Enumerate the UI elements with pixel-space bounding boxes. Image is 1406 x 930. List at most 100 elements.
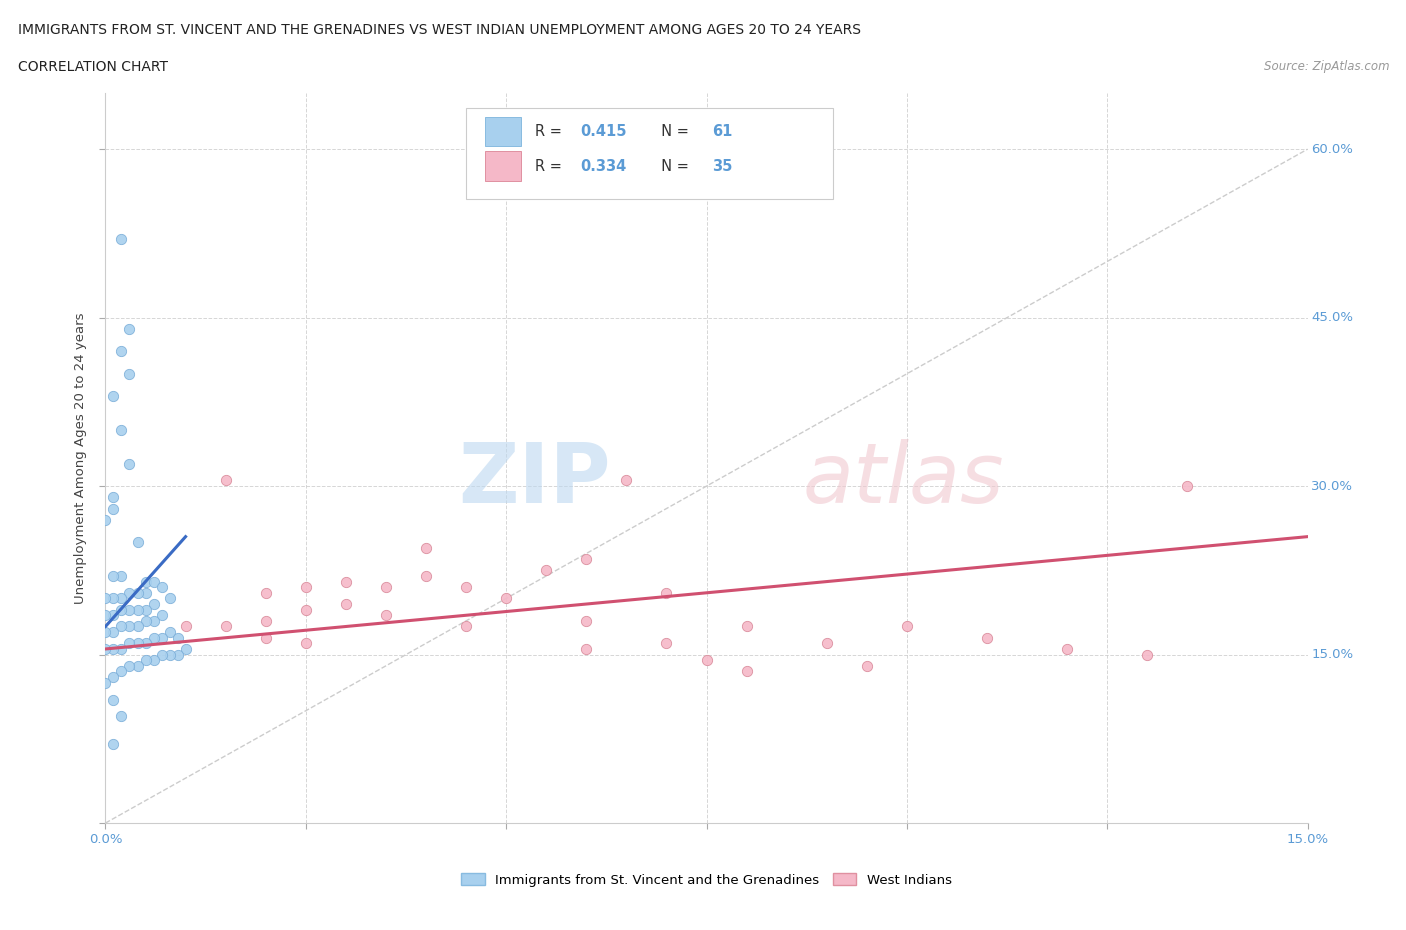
Point (94, 591, 117, 605)
Point (118, 585, 141, 600)
Point (159, 591, 181, 605)
Point (142, 597, 165, 612)
Point (118, 636, 141, 651)
Point (135, 574, 157, 589)
Point (135, 585, 157, 600)
Point (103, 501, 125, 516)
Point (142, 614, 165, 629)
Point (118, 366, 141, 381)
Point (174, 619, 197, 634)
Point (135, 603, 157, 618)
Point (735, 619, 758, 634)
Point (127, 619, 149, 634)
Point (127, 636, 149, 651)
Point (103, 692, 125, 707)
Point (575, 642, 598, 657)
Point (94, 512, 117, 527)
Point (815, 636, 838, 651)
Point (534, 563, 557, 578)
Point (374, 579, 398, 594)
Point (110, 591, 132, 605)
Point (575, 614, 598, 629)
Point (454, 579, 477, 594)
Point (142, 631, 165, 645)
Point (110, 642, 132, 657)
Point (127, 658, 149, 673)
Point (1056, 642, 1078, 657)
Point (94, 625, 117, 640)
Point (103, 670, 125, 684)
Point (110, 422, 132, 437)
Point (295, 636, 318, 651)
Point (655, 585, 678, 600)
Text: 35: 35 (713, 158, 733, 174)
Point (142, 653, 165, 668)
Point (174, 642, 197, 657)
Point (295, 579, 318, 594)
Point (150, 647, 173, 662)
Text: 45.0%: 45.0% (1312, 312, 1353, 325)
Point (735, 664, 758, 679)
Point (214, 473, 236, 488)
Point (335, 574, 357, 589)
Text: R =: R = (534, 125, 567, 140)
FancyBboxPatch shape (485, 117, 522, 146)
Text: 0.415: 0.415 (581, 125, 627, 140)
Text: N =: N = (652, 158, 695, 174)
Point (110, 619, 132, 634)
Y-axis label: Unemployment Among Ages 20 to 24 years: Unemployment Among Ages 20 to 24 years (73, 312, 87, 604)
Point (103, 642, 125, 657)
Point (127, 603, 149, 618)
Point (166, 647, 188, 662)
Text: Source: ZipAtlas.com: Source: ZipAtlas.com (1264, 60, 1389, 73)
Point (135, 614, 157, 629)
Text: CORRELATION CHART: CORRELATION CHART (18, 60, 169, 74)
Point (254, 614, 277, 629)
Point (118, 658, 141, 673)
Point (94, 675, 117, 690)
Point (495, 591, 517, 605)
Point (976, 631, 998, 645)
Point (118, 322, 141, 337)
Point (103, 608, 125, 623)
Point (103, 737, 125, 751)
Legend: Immigrants from St. Vincent and the Grenadines, West Indians: Immigrants from St. Vincent and the Gren… (454, 867, 959, 893)
Point (94, 608, 117, 623)
Point (696, 653, 718, 668)
Point (127, 585, 149, 600)
Point (118, 619, 141, 634)
Point (855, 658, 877, 673)
Point (415, 568, 437, 583)
Point (110, 664, 132, 679)
Point (103, 625, 125, 640)
Text: IMMIGRANTS FROM ST. VINCENT AND THE GRENADINES VS WEST INDIAN UNEMPLOYMENT AMONG: IMMIGRANTS FROM ST. VINCENT AND THE GREN… (18, 23, 862, 37)
Point (110, 232, 132, 246)
Point (103, 490, 125, 505)
Point (150, 579, 173, 594)
Point (150, 631, 173, 645)
Point (374, 608, 398, 623)
Point (655, 636, 678, 651)
Point (135, 636, 157, 651)
Point (616, 473, 638, 488)
FancyBboxPatch shape (465, 108, 832, 199)
Text: 60.0%: 60.0% (1312, 142, 1353, 155)
Point (118, 603, 141, 618)
Point (254, 631, 277, 645)
Text: atlas: atlas (803, 440, 1004, 521)
Point (103, 591, 125, 605)
Point (295, 603, 318, 618)
Point (110, 344, 132, 359)
Point (159, 625, 181, 640)
Point (1177, 479, 1199, 494)
Point (127, 535, 149, 550)
Text: 61: 61 (713, 125, 733, 140)
Point (254, 585, 277, 600)
Point (335, 597, 357, 612)
Point (103, 389, 125, 404)
Point (118, 457, 141, 472)
Point (135, 653, 157, 668)
Point (896, 619, 918, 634)
Point (110, 709, 132, 724)
Point (103, 568, 125, 583)
